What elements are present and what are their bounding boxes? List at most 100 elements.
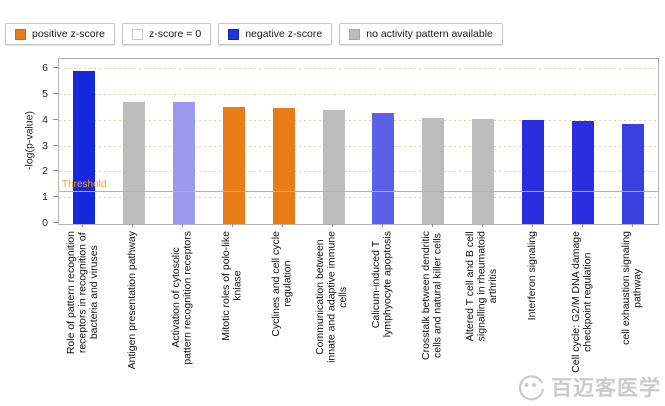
x-tick-mark bbox=[631, 224, 633, 227]
x-label-slot: Communication between innate and adaptiv… bbox=[308, 224, 358, 404]
watermark: 百迈客医学 bbox=[516, 372, 661, 402]
legend-item: negative z-score bbox=[218, 23, 333, 45]
legend: positive z-score z-score = 0 negative z-sc… bbox=[5, 23, 503, 45]
x-tick-mark bbox=[182, 224, 184, 227]
bar-slot bbox=[259, 59, 309, 224]
x-label-slot: cell exhaustion signaling pathway bbox=[607, 224, 657, 404]
x-tick-mark bbox=[282, 224, 284, 227]
y-tick-mark bbox=[53, 67, 58, 69]
y-tick-mark bbox=[53, 93, 58, 95]
x-label-slot: Cell cycle: G2/M DNA damage checkpoint r… bbox=[557, 224, 607, 404]
threshold-line bbox=[59, 190, 658, 192]
bar bbox=[622, 123, 645, 224]
x-tick-mark bbox=[232, 224, 234, 227]
legend-label: no activity pattern available bbox=[366, 28, 493, 40]
x-label-slot: Calicum-induced T lymphyocyte apoptosis bbox=[358, 224, 408, 404]
x-tick-mark bbox=[431, 224, 433, 227]
gridline bbox=[59, 68, 658, 70]
legend-label: negative z-score bbox=[245, 28, 323, 40]
bar bbox=[172, 101, 195, 224]
x-axis-category-label: Calicum-induced T lymphyocyte apoptosis bbox=[369, 231, 394, 338]
bar bbox=[572, 121, 595, 224]
gridline bbox=[59, 197, 658, 199]
x-tick-mark bbox=[332, 224, 334, 227]
bar bbox=[522, 120, 545, 224]
x-axis-category-label: Altered T cell and B cell signalling in … bbox=[464, 231, 500, 342]
x-tick-mark bbox=[381, 224, 383, 227]
bar-slot bbox=[159, 59, 209, 224]
bar bbox=[372, 112, 395, 224]
gridline bbox=[59, 145, 658, 147]
x-axis-category-label: Crosstalk between dendritic cells and na… bbox=[419, 231, 444, 360]
gridline bbox=[59, 119, 658, 121]
legend-swatch-icon bbox=[15, 28, 26, 40]
x-label-slot: Altered T cell and B cell signalling in … bbox=[457, 224, 507, 404]
bar-slot bbox=[558, 59, 608, 224]
x-axis-category-label: Interferon signaling bbox=[525, 231, 538, 321]
x-tick-mark bbox=[531, 224, 533, 227]
legend-item: z-score = 0 bbox=[121, 23, 212, 45]
watermark-logo bbox=[518, 375, 545, 401]
x-axis-category-label: Cyclines and cell cycle regulation bbox=[270, 231, 294, 337]
x-label-slot: Antigen presentation pathway bbox=[108, 224, 158, 404]
x-label-slot: Cyclines and cell cycle regulation bbox=[258, 224, 308, 404]
x-axis-category-label: Mitotic roles of polo-like kniase bbox=[220, 231, 244, 341]
bar bbox=[272, 107, 295, 224]
bar-slot bbox=[408, 59, 458, 224]
x-tick-mark bbox=[132, 224, 134, 227]
y-tick-label: 3 bbox=[42, 139, 48, 152]
watermark-text: 百迈客医学 bbox=[551, 377, 661, 400]
bar bbox=[472, 118, 495, 224]
y-tick-mark bbox=[53, 118, 58, 120]
gridline bbox=[59, 94, 658, 96]
legend-label: positive z-score bbox=[32, 28, 105, 40]
threshold-label: Threshold bbox=[62, 178, 107, 190]
bars bbox=[59, 59, 658, 224]
x-axis-category-label: Antigen presentation pathway bbox=[126, 231, 139, 370]
y-tick-label: 1 bbox=[42, 191, 48, 204]
x-axis-category-label: Cell cycle: G2/M DNA damage checkpoint r… bbox=[569, 231, 594, 373]
bar-slot bbox=[508, 59, 558, 224]
x-tick-mark bbox=[82, 224, 84, 227]
bar-slot bbox=[458, 59, 508, 224]
legend-label: z-score = 0 bbox=[148, 28, 202, 40]
bar-slot bbox=[359, 59, 409, 224]
x-label-slot: Role of pattern recognition receptors in… bbox=[58, 224, 108, 404]
x-label-slot: Interferon signaling bbox=[507, 224, 557, 404]
y-tick-label: 5 bbox=[42, 88, 48, 101]
legend-item: positive z-score bbox=[5, 23, 115, 45]
legend-item: no activity pattern available bbox=[339, 23, 503, 45]
gridline bbox=[59, 171, 658, 173]
bar-slot bbox=[109, 59, 159, 224]
bar-slot bbox=[209, 59, 259, 224]
y-tick-label: 4 bbox=[42, 113, 48, 126]
x-label-slot: Mitotic roles of polo-like kniase bbox=[208, 224, 258, 404]
bar bbox=[72, 70, 95, 224]
y-tick-label: 2 bbox=[42, 165, 48, 178]
bar bbox=[222, 106, 245, 224]
legend-swatch-icon bbox=[228, 28, 240, 40]
bar bbox=[422, 118, 445, 224]
x-axis-category-label: Role of pattern recognition receptors in… bbox=[64, 231, 100, 355]
bar-slot bbox=[59, 59, 109, 224]
x-axis-category-label: Communication between innate and adaptiv… bbox=[314, 231, 350, 363]
legend-swatch-icon bbox=[131, 28, 143, 40]
y-tick-mark bbox=[53, 170, 58, 172]
bar-slot bbox=[309, 59, 359, 224]
y-tick-mark bbox=[53, 144, 58, 146]
x-axis-labels: Role of pattern recognition receptors in… bbox=[58, 224, 657, 404]
bar-slot bbox=[608, 59, 658, 224]
y-axis-ticks: 0 1 2 3 4 5 6 bbox=[0, 58, 58, 229]
bar bbox=[322, 109, 345, 224]
y-tick-label: 6 bbox=[42, 62, 48, 75]
y-tick-label: 0 bbox=[42, 217, 48, 229]
x-tick-mark bbox=[581, 224, 583, 227]
y-tick-mark bbox=[53, 196, 58, 198]
x-tick-mark bbox=[481, 224, 483, 227]
x-axis-category-label: cell exhaustion signaling pathway bbox=[619, 231, 644, 345]
bar bbox=[122, 101, 145, 224]
legend-swatch-icon bbox=[349, 28, 361, 40]
x-label-slot: Activation of cytosolic pattern recognit… bbox=[158, 224, 208, 404]
x-label-slot: Crosstalk between dendritic cells and na… bbox=[407, 224, 457, 404]
x-axis-category-label: Activation of cytosolic pattern recognit… bbox=[170, 231, 194, 365]
